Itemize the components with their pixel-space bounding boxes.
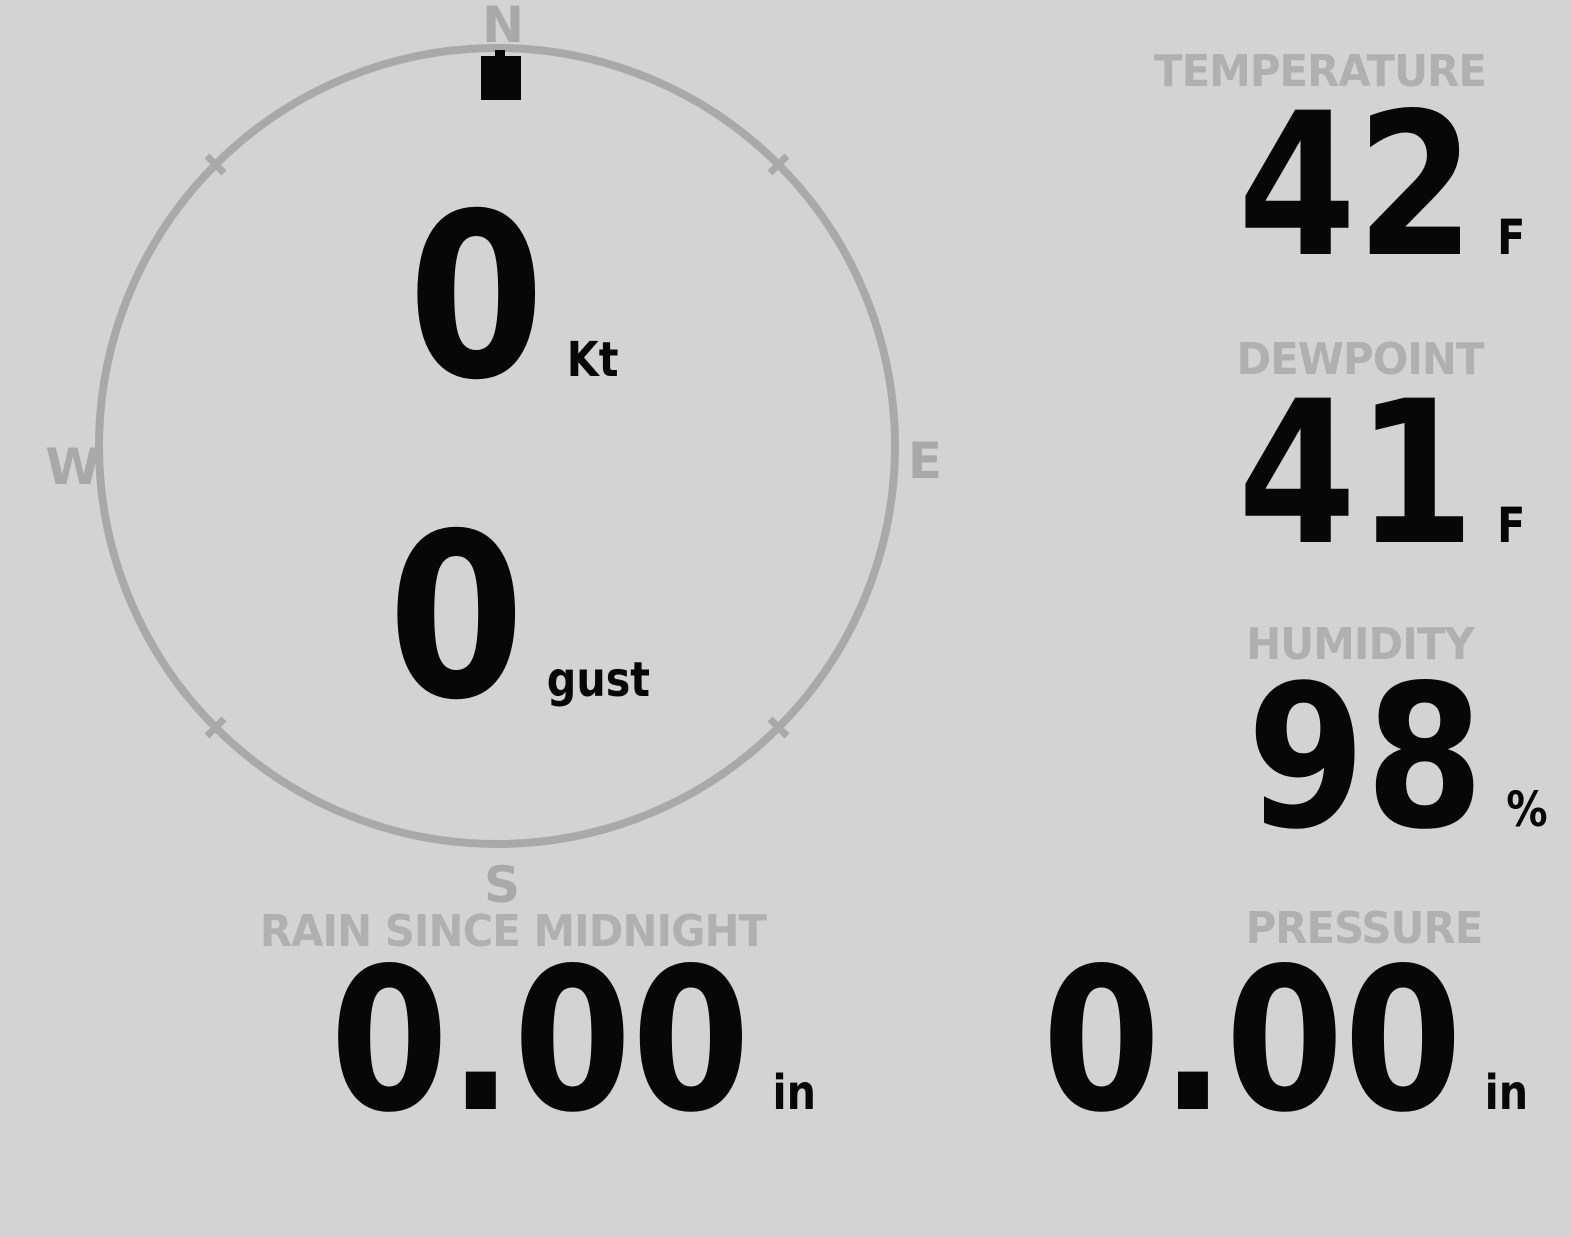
humidity-label: HUMIDITY bbox=[1246, 619, 1474, 670]
dewpoint-unit: F bbox=[1496, 498, 1525, 554]
wind-speed-value: 0 bbox=[408, 164, 545, 430]
wind-direction-marker bbox=[481, 56, 521, 100]
cardinal-east-label: E bbox=[907, 432, 943, 490]
pressure-value: 0.00 bbox=[1041, 925, 1463, 1156]
compass-tick-nw bbox=[204, 153, 227, 176]
dewpoint-value: 41 bbox=[1237, 358, 1475, 589]
wind-gust-value: 0 bbox=[388, 484, 525, 750]
cardinal-north-label: N bbox=[482, 0, 524, 54]
wind-gust: 0 gust bbox=[388, 503, 650, 731]
temperature-value: 42 bbox=[1237, 70, 1475, 301]
temperature-unit: F bbox=[1496, 210, 1525, 266]
compass-tick-se bbox=[767, 716, 790, 739]
pressure-unit: in bbox=[1484, 1065, 1528, 1121]
temperature-reading: 42 F bbox=[1237, 87, 1525, 285]
rain-label: RAIN SINCE MIDNIGHT bbox=[259, 906, 767, 957]
compass-tick-ne bbox=[767, 153, 790, 176]
wind-speed: 0 Kt bbox=[408, 183, 619, 411]
compass-graphic bbox=[95, 44, 899, 848]
compass-ring bbox=[95, 44, 899, 848]
humidity-unit: % bbox=[1506, 782, 1548, 838]
rain-value: 0.00 bbox=[330, 925, 751, 1156]
humidity-value: 98 bbox=[1247, 642, 1485, 873]
pressure-reading: 0.00 in bbox=[1042, 942, 1528, 1140]
dewpoint-reading: 41 F bbox=[1237, 375, 1525, 573]
dewpoint-label: DEWPOINT bbox=[1236, 334, 1485, 385]
pressure-label: PRESSURE bbox=[1245, 903, 1484, 954]
compass-tick-sw bbox=[204, 716, 227, 739]
rain-reading: 0.00 in bbox=[330, 942, 816, 1140]
wind-direction-marker-nub bbox=[495, 50, 505, 60]
cardinal-west-label: W bbox=[45, 438, 101, 496]
humidity-reading: 98 % bbox=[1247, 659, 1548, 857]
rain-unit: in bbox=[772, 1065, 817, 1121]
cardinal-south-label: S bbox=[483, 856, 521, 914]
wind-gust-unit: gust bbox=[546, 652, 651, 708]
wind-speed-unit: Kt bbox=[566, 332, 619, 388]
temperature-label: TEMPERATURE bbox=[1154, 46, 1487, 97]
